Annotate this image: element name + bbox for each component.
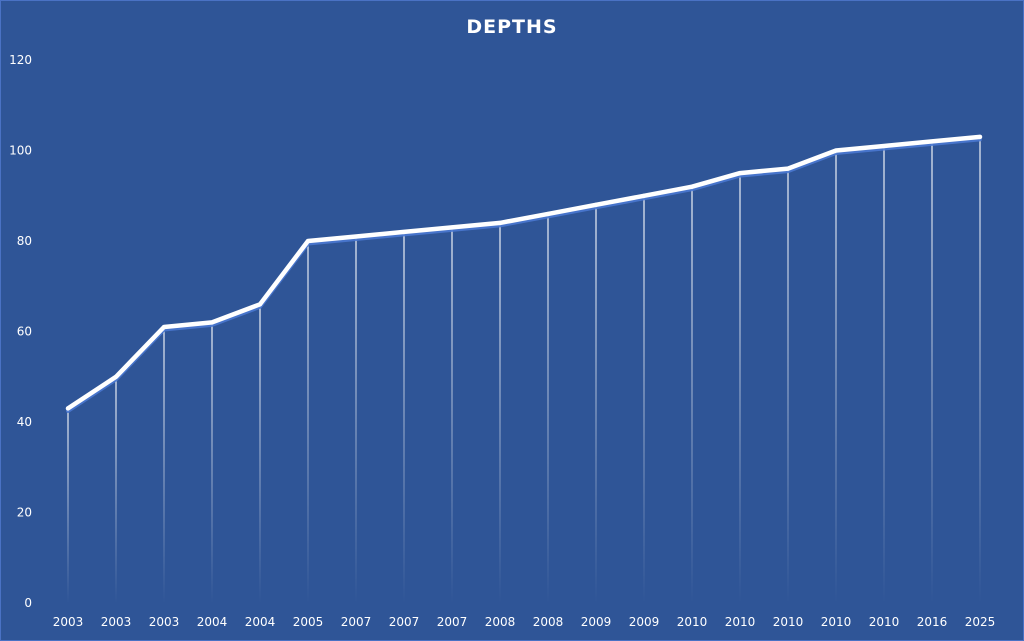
y-tick-label: 60 xyxy=(17,325,32,339)
data-point xyxy=(450,225,454,230)
chart-title: DEPTHS xyxy=(466,16,558,38)
data-point xyxy=(786,166,790,171)
drop-line xyxy=(739,173,741,603)
x-tick-label: 2004 xyxy=(197,615,228,629)
data-point xyxy=(354,234,358,239)
drop-line xyxy=(451,227,453,604)
y-tick-label: 80 xyxy=(17,234,32,248)
data-point xyxy=(114,374,118,379)
series-line-shadow xyxy=(66,137,982,413)
x-tick-label: 2003 xyxy=(101,615,132,629)
data-point xyxy=(834,148,838,153)
drop-line xyxy=(67,408,69,603)
drop-line xyxy=(835,150,837,603)
x-tick-label: 2016 xyxy=(917,615,948,629)
drop-line xyxy=(931,141,933,603)
data-point xyxy=(978,134,982,139)
x-tick-label: 2007 xyxy=(389,615,420,629)
x-tick-label: 2003 xyxy=(149,615,180,629)
data-point xyxy=(306,239,310,243)
x-tick-label: 2007 xyxy=(341,615,372,629)
data-point xyxy=(690,184,694,189)
drop-line xyxy=(403,231,405,603)
drop-line xyxy=(211,322,213,603)
drop-line xyxy=(787,168,789,603)
y-tick-label: 20 xyxy=(17,506,32,520)
x-tick-label: 2008 xyxy=(485,615,516,629)
drop-line xyxy=(979,136,981,604)
series-line xyxy=(65,134,983,411)
y-tick-label: 0 xyxy=(24,596,32,610)
drop-line xyxy=(355,236,357,603)
data-point xyxy=(882,143,886,148)
x-tick-label: 2010 xyxy=(821,615,852,629)
drop-lines xyxy=(67,136,981,604)
data-point xyxy=(738,171,742,176)
drop-line xyxy=(115,376,117,603)
drop-line xyxy=(547,213,549,603)
data-point xyxy=(210,320,214,325)
y-tick-label: 100 xyxy=(9,144,32,158)
x-tick-label: 2025 xyxy=(965,615,996,629)
x-tick-label: 2003 xyxy=(53,615,84,629)
y-axis-ticks: 0 20 40 60 80 100 120 xyxy=(9,53,32,610)
y-tick-label: 120 xyxy=(9,53,32,67)
data-point xyxy=(642,193,646,198)
data-point xyxy=(546,211,550,216)
data-point xyxy=(162,324,166,329)
x-axis-ticks: 2003 2003 2003 2004 2004 2005 2007 2007 2007 2008… xyxy=(53,615,996,629)
drop-line xyxy=(883,145,885,603)
data-point xyxy=(258,302,262,307)
x-tick-label: 2009 xyxy=(581,615,612,629)
drop-line xyxy=(595,204,597,604)
drop-line xyxy=(691,186,693,603)
x-tick-label: 2010 xyxy=(677,615,708,629)
drop-line xyxy=(499,222,501,603)
x-tick-label: 2010 xyxy=(773,615,804,629)
drop-line xyxy=(163,326,165,603)
x-tick-label: 2005 xyxy=(293,615,324,629)
drop-line xyxy=(259,304,261,603)
data-point xyxy=(594,202,598,207)
x-tick-label: 2007 xyxy=(437,615,468,629)
y-tick-label: 40 xyxy=(17,415,32,429)
x-tick-label: 2009 xyxy=(629,615,660,629)
drop-line xyxy=(307,241,309,603)
x-tick-label: 2008 xyxy=(533,615,564,629)
x-tick-label: 2004 xyxy=(245,615,276,629)
data-point xyxy=(402,229,406,234)
drop-line xyxy=(643,195,645,603)
x-tick-label: 2010 xyxy=(869,615,900,629)
data-point xyxy=(66,406,70,411)
data-point xyxy=(930,139,934,144)
series-layer xyxy=(65,134,983,413)
x-tick-label: 2010 xyxy=(725,615,756,629)
data-point xyxy=(498,220,502,225)
